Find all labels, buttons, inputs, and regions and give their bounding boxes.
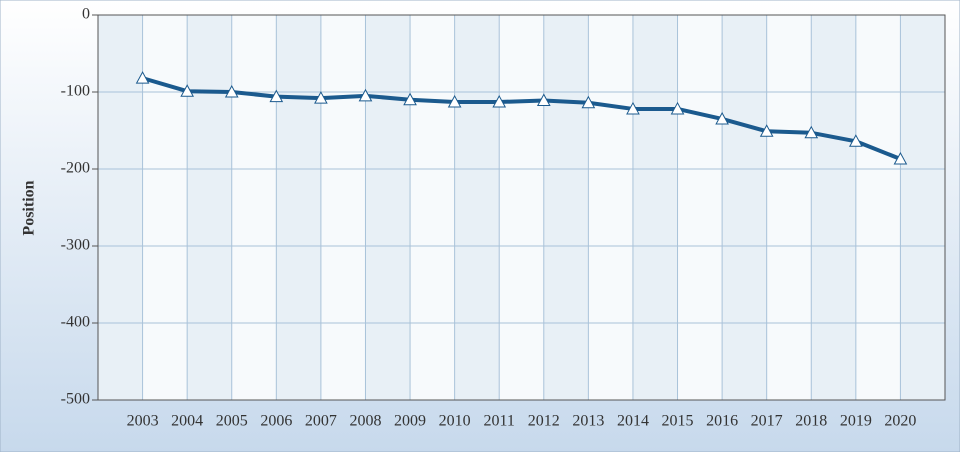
band [187, 15, 232, 400]
marker [180, 84, 195, 97]
plot-border [97, 14, 946, 401]
marker [492, 94, 507, 108]
x-tick-label: 2012 [528, 413, 560, 430]
y-tick-label: -500 [61, 391, 90, 408]
y-tick-label: -200 [61, 160, 90, 177]
x-tick-label: 2015 [662, 413, 694, 430]
marker [759, 124, 774, 137]
marker [447, 94, 462, 108]
x-tick-label: 2016 [706, 413, 738, 430]
x-tick-label: 2007 [305, 413, 337, 430]
line [142, 76, 902, 161]
x-tick-label: 2011 [484, 413, 515, 430]
band [365, 15, 411, 400]
marker [581, 95, 596, 109]
y-tick-label: -400 [61, 314, 90, 331]
x-tick-label: 2014 [617, 413, 649, 430]
band [543, 15, 589, 400]
marker [224, 84, 239, 98]
marker [893, 151, 908, 165]
x-tick-label: 2004 [171, 413, 203, 430]
marker [135, 71, 150, 84]
band [722, 15, 767, 400]
y-tick-label: -300 [61, 237, 90, 254]
x-tick-label: 2020 [884, 413, 916, 430]
x-tick-label: 2006 [260, 413, 292, 430]
marker [626, 101, 640, 115]
y-tick-label: -100 [61, 83, 90, 100]
band [632, 15, 678, 400]
x-tick-label: 2017 [751, 413, 783, 430]
plot-area [98, 15, 945, 400]
marker [715, 111, 729, 125]
y-axis-label: Position [21, 180, 38, 235]
marker [804, 125, 819, 139]
x-tick-label: 2013 [572, 413, 604, 430]
x-tick-label: 2019 [840, 413, 872, 430]
marker [848, 134, 863, 147]
x-tick-label: 2008 [349, 413, 381, 430]
x-tick-label: 2018 [795, 413, 827, 430]
band [900, 15, 945, 400]
x-tick-label: 2009 [394, 413, 426, 430]
marker [358, 88, 373, 102]
band [454, 15, 500, 400]
x-tick-label: 2010 [439, 413, 471, 430]
band [98, 15, 143, 400]
band [276, 15, 321, 400]
y-tick-label: 0 [82, 6, 90, 23]
marker [269, 89, 284, 103]
x-tick-label: 2003 [127, 413, 159, 430]
marker [403, 92, 417, 106]
marker [670, 101, 685, 115]
marker [536, 93, 551, 106]
band [811, 15, 856, 400]
marker [314, 91, 328, 104]
x-tick-label: 2005 [216, 413, 248, 430]
